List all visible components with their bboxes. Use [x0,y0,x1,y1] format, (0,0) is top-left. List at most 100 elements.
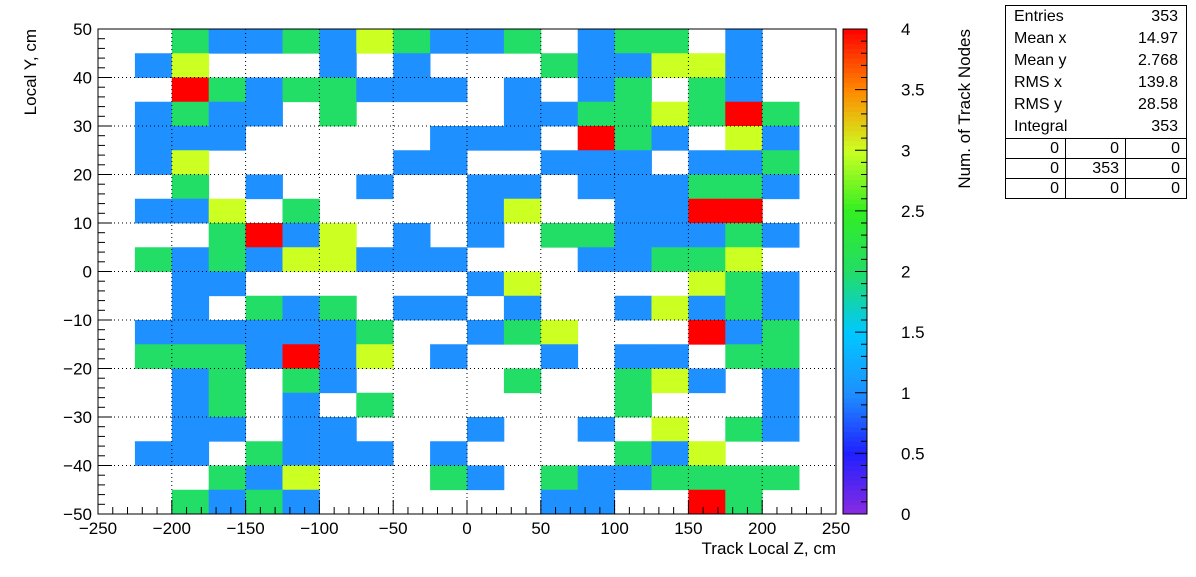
heatmap-cell [725,77,763,103]
heatmap-cell [319,441,357,466]
colorbar-segment [843,223,867,229]
heatmap-cell [171,77,210,103]
heatmap-cell [208,489,246,515]
heatmap-cell [282,368,320,394]
heatmap-cell [651,101,689,127]
heatmap-cell [614,77,652,103]
colorbar-segment [843,431,867,437]
colorbar-segment [843,446,867,452]
y-tick-label: 0 [83,263,92,282]
colorbar-segment [843,48,867,54]
colorbar-segment [843,82,867,88]
stats-row: Entries 353 [1006,6,1186,28]
colorbar-segment [843,169,867,175]
heatmap-cell [356,320,394,345]
colorbar-segment [843,116,867,122]
colorbar-segment [843,417,867,423]
heatmap-cell [577,77,615,103]
x-tick-label: −50 [379,519,408,538]
colorbar-segment [843,189,867,195]
colorbar-segment [843,407,867,413]
heatmap-cell [614,368,652,394]
stats-row: RMS x 139.8 [1006,72,1186,94]
heatmap-cell [688,441,726,466]
heatmap-cell [614,174,652,200]
heatmap-cell [282,344,320,369]
colorbar-segment [843,402,867,408]
heatmap-cell [430,247,468,272]
heatmap-cell [319,53,357,78]
x-tick-label: 200 [748,519,776,538]
heatmap-cell [134,126,173,151]
colorbar-segment [843,349,867,355]
heatmap-cell [208,223,246,248]
heatmap-cell [430,150,468,175]
colorbar-segment [843,174,867,180]
colorbar-tick-label: 3 [901,141,910,160]
heatmap-cell [356,344,394,369]
heatmap-cell [725,271,763,297]
heatmap-cell [614,392,652,418]
heatmap-cell [762,295,800,321]
colorbar-tick-label: 1.5 [901,323,925,342]
colorbar-segment [843,320,867,326]
stats-value: 139.8 [1137,74,1178,91]
colorbar-segment [843,290,867,297]
colorbar-segment [843,363,867,369]
colorbar-segment [843,334,867,340]
heatmap-cell [688,150,726,175]
heatmap-cell [134,441,173,466]
stats-label: Mean x [1014,30,1067,47]
heatmap-cell [688,368,726,394]
x-tick-label: 150 [674,519,702,538]
heatmap-cell [171,247,210,272]
heatmap-cell [171,489,210,515]
colorbar-segment [843,130,867,137]
heatmap-cell [762,271,800,297]
heatmap-cell [467,126,505,151]
colorbar-segment [843,159,867,166]
colorbar-segment [843,96,867,103]
heatmap-cell [540,465,579,491]
colorbar-segment [843,155,867,161]
heatmap-cell [614,344,652,369]
heatmap-cell [171,320,210,345]
heatmap-cell [651,441,689,466]
heatmap-cell [651,295,689,321]
heatmap-cell [651,223,689,248]
heatmap-cell [282,223,320,248]
heatmap-cell [688,465,726,491]
heatmap-cell [208,77,246,103]
heatmap-cell [171,126,210,151]
heatmap-cell [614,29,652,54]
heatmap-cell [319,101,357,127]
colorbar-segment [843,305,867,311]
x-tick-label: −200 [153,519,191,538]
heatmap-cell [134,53,173,78]
heatmap-cell [467,198,505,224]
colorbar-segment [843,232,867,239]
colorbar-segment [843,387,867,394]
heatmap-cell [762,392,800,418]
heatmap-cell [540,489,579,515]
heatmap-cell [245,247,283,272]
heatmap-cell [171,441,210,466]
colorbar-segment [843,62,867,69]
heatmap-cell [245,101,283,127]
y-tick-label: 50 [73,20,92,39]
heatmap-cell [762,126,800,151]
heatmap-cell [651,368,689,394]
colorbar-segment [843,242,867,248]
colorbar-segment [843,509,867,515]
colorbar-segment [843,383,867,389]
colorbar-segment [843,140,867,146]
heatmap-cell [208,344,246,369]
heatmap-cell [134,344,173,369]
heatmap-cell [688,53,726,78]
heatmap-cell [171,53,210,78]
heatmap-cell [577,126,615,151]
y-tick-label: 20 [73,166,92,185]
heatmap-cell [577,101,615,127]
heatmap-cell [725,174,763,200]
heatmap-cell [614,247,652,272]
